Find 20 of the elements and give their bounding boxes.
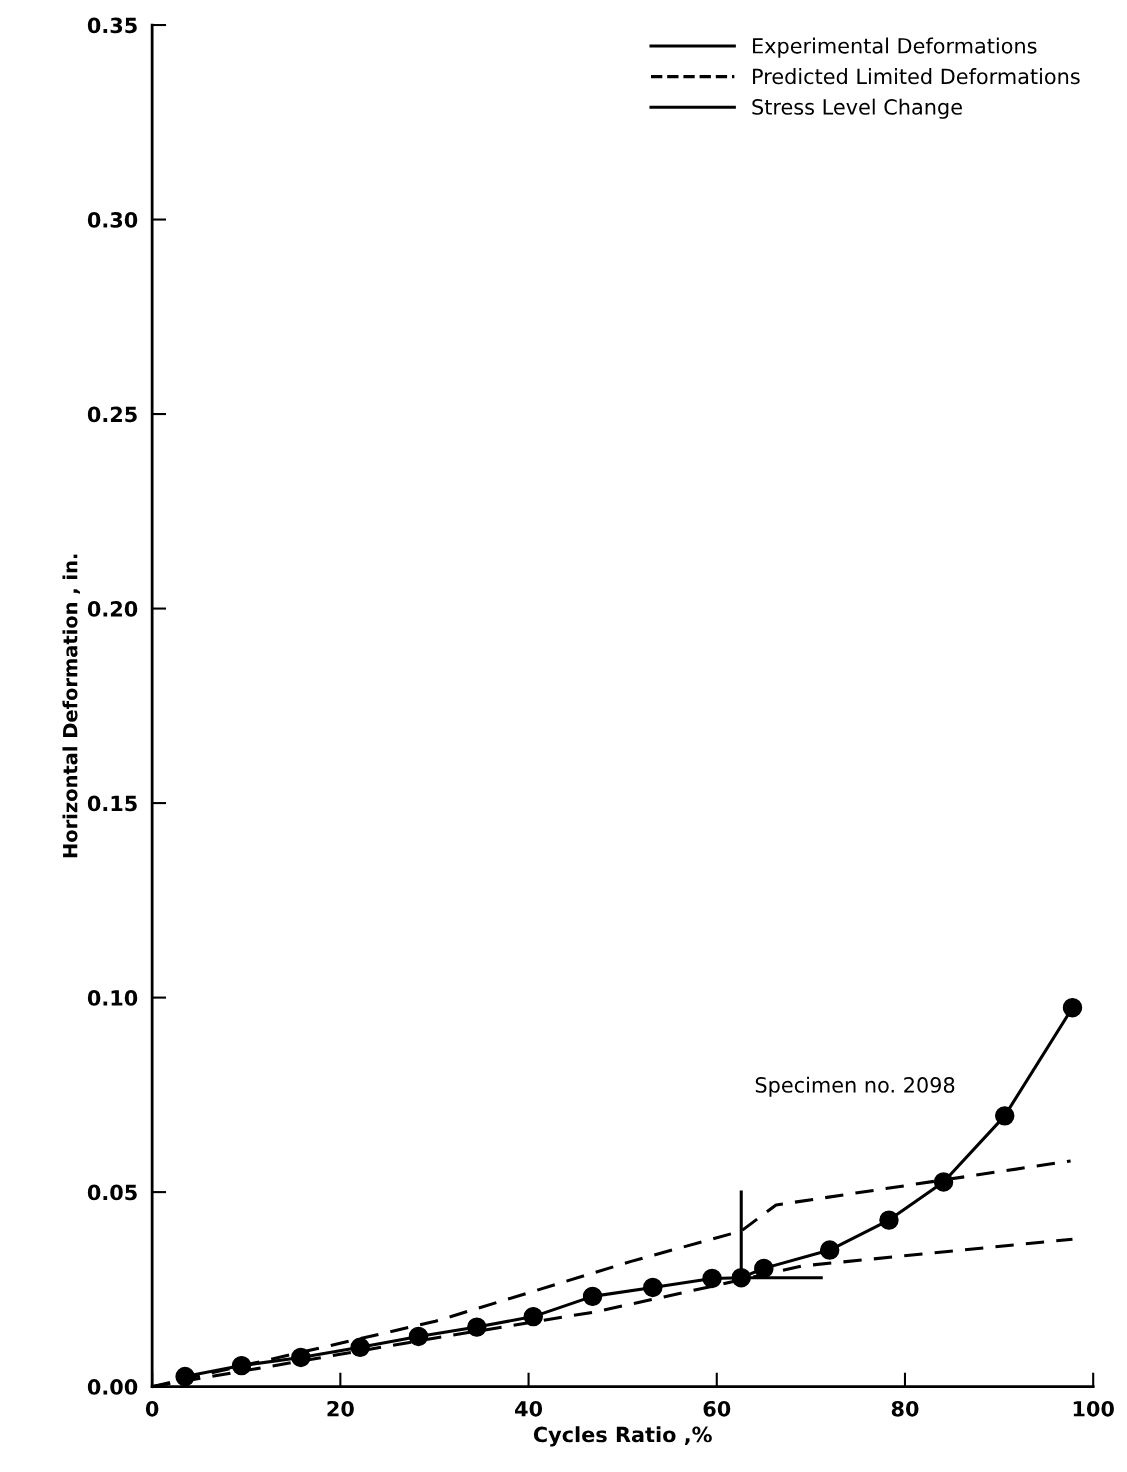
x-tick-label: 40 (515, 1400, 543, 1417)
legend-label: Experimental Deformations (753, 37, 1037, 58)
y-tick-label: 0.25 (87, 406, 137, 423)
x-tick-label: 60 (703, 1400, 731, 1417)
x-tick-label: 80 (891, 1400, 919, 1417)
x-tick-label: 0 (145, 1400, 159, 1417)
y-tick-label: 0.00 (87, 1379, 138, 1395)
x-tick-label: 100 (1073, 1400, 1114, 1417)
annotation: Specimen no. 2098 (755, 1076, 955, 1097)
y-tick-label: 0.05 (87, 1184, 137, 1201)
y-tick-label: 0.15 (87, 795, 137, 812)
y-tick-label: 0.35 (87, 17, 137, 34)
legend-label: Predicted Limited Deformations (753, 68, 1080, 85)
y-tick-label: 0.20 (87, 601, 138, 617)
y-axis-title: Horizontal Deformation , in. (62, 554, 81, 858)
y-tick-label: 0.10 (87, 990, 138, 1006)
legend-label: Stress Level Change (752, 98, 962, 119)
y-tick-label: 0.30 (87, 211, 138, 228)
x-tick-label: 20 (327, 1400, 354, 1417)
x-axis-title: Cycles Ratio ,% (533, 1426, 712, 1447)
